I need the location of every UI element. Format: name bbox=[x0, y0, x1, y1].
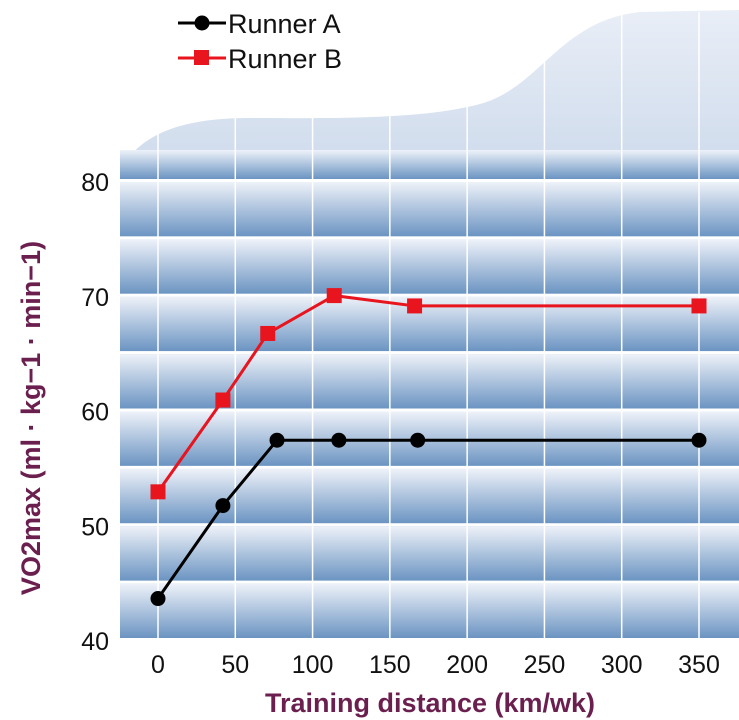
background-band bbox=[120, 526, 739, 581]
x-tick-label: 300 bbox=[601, 651, 643, 679]
x-tick-labels: 0 50 100 150 200 250 300 350 bbox=[151, 651, 720, 679]
data-point-runner-b bbox=[215, 392, 231, 408]
horizontal-gridline bbox=[120, 638, 739, 641]
data-point-runner-a bbox=[215, 498, 231, 514]
y-tick-label: 60 bbox=[81, 399, 109, 427]
y-tick-label: 80 bbox=[81, 169, 109, 197]
data-point-runner-a bbox=[331, 432, 347, 448]
data-point-runner-a bbox=[269, 432, 285, 448]
horizontal-gridline bbox=[120, 293, 739, 297]
x-tick-label: 150 bbox=[369, 651, 411, 679]
horizontal-gridline bbox=[120, 179, 739, 182]
x-tick-label: 0 bbox=[151, 651, 165, 679]
horizontal-gridline bbox=[120, 408, 739, 412]
y-tick-label: 70 bbox=[81, 284, 109, 312]
horizontal-gridline bbox=[120, 580, 739, 584]
legend-label-runner-a: Runner A bbox=[228, 9, 341, 39]
x-tick-label: 200 bbox=[446, 651, 488, 679]
legend: Runner A Runner B bbox=[178, 9, 342, 74]
data-point-runner-a bbox=[691, 432, 707, 448]
legend-marker-runner-a bbox=[194, 15, 210, 31]
series-line-runner-a bbox=[156, 438, 699, 600]
data-point-runner-a bbox=[150, 591, 166, 607]
legend-label-runner-b: Runner B bbox=[228, 44, 342, 74]
horizontal-gridline bbox=[120, 465, 739, 469]
data-point-runner-b bbox=[326, 288, 342, 304]
data-point-runner-b bbox=[150, 484, 166, 500]
x-tick-label: 350 bbox=[678, 651, 720, 679]
legend-marker-runner-b bbox=[194, 50, 209, 65]
y-axis-title: VO2max (ml · kg−1 · min−1) bbox=[16, 241, 46, 595]
y-tick-label: 40 bbox=[81, 628, 109, 656]
y-tick-label: 50 bbox=[81, 513, 109, 541]
x-tick-label: 50 bbox=[221, 651, 249, 679]
background-band bbox=[120, 468, 739, 524]
x-tick-label: 250 bbox=[524, 651, 566, 679]
series-layer bbox=[150, 288, 707, 607]
data-point-runner-a bbox=[410, 432, 426, 448]
background-band bbox=[120, 354, 739, 409]
background-band bbox=[120, 150, 739, 179]
data-point-runner-b bbox=[260, 325, 276, 341]
background-band bbox=[120, 182, 739, 237]
horizontal-gridline bbox=[120, 351, 739, 355]
y-tick-labels: 40 50 60 70 80 bbox=[81, 169, 109, 656]
background-band bbox=[120, 583, 739, 638]
plot-background bbox=[120, 10, 739, 641]
horizontal-gridline bbox=[120, 236, 739, 240]
x-tick-label: 100 bbox=[292, 651, 334, 679]
horizontal-gridline bbox=[120, 523, 739, 527]
data-point-runner-b bbox=[691, 298, 707, 314]
data-point-runner-b bbox=[407, 298, 423, 314]
x-axis-title: Training distance (km/wk) bbox=[265, 688, 595, 718]
background-band bbox=[120, 239, 739, 294]
series-line-runner-b bbox=[156, 294, 699, 493]
